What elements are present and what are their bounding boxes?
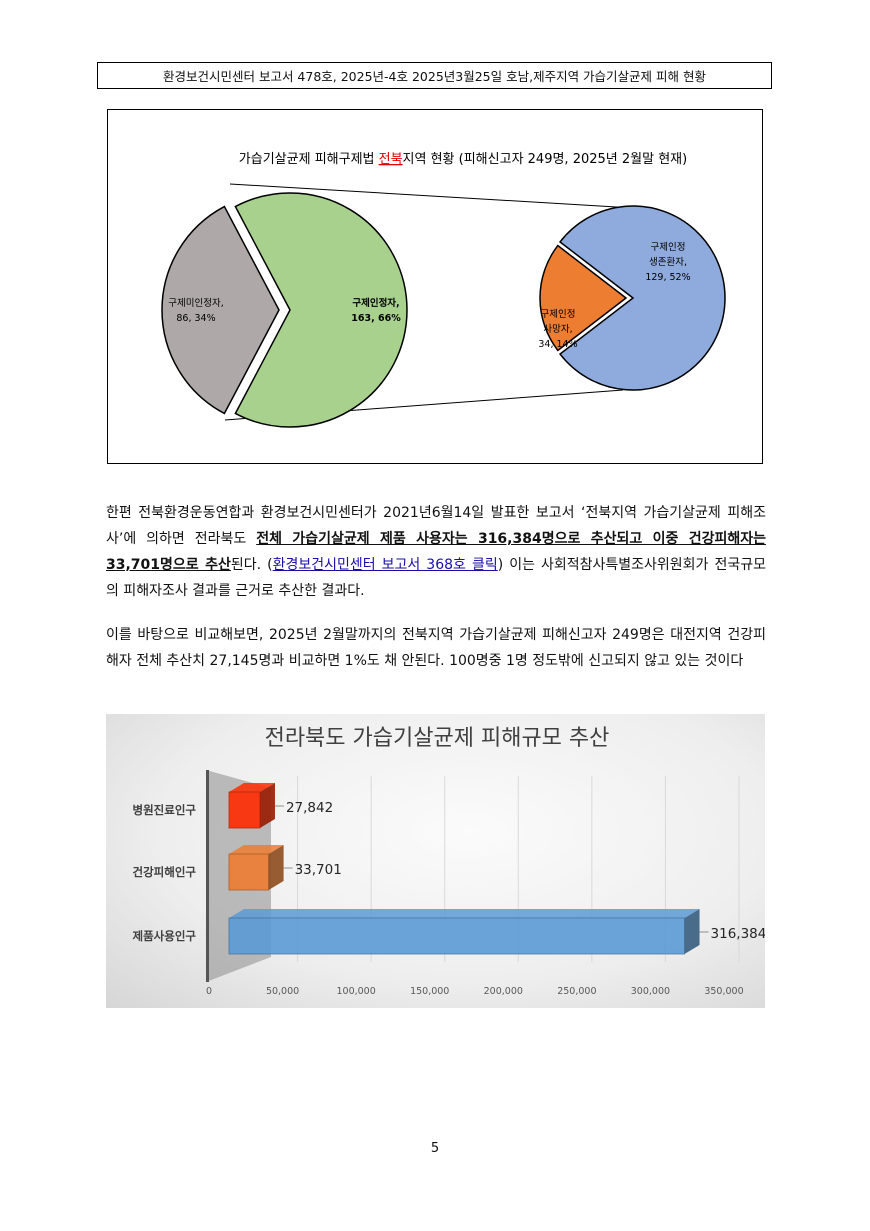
label-survivors: 구제인정 생존환자, 129, 52%	[645, 242, 690, 283]
pie-title-after: 지역 현황 (피해신고자 249명, 2025년 2월말 현재)	[403, 152, 688, 167]
x-tick-label: 100,000	[336, 986, 375, 997]
bar-end-face	[268, 845, 284, 890]
category-label: 병원진료인구	[133, 803, 197, 817]
bar-end-face	[259, 783, 275, 828]
pie-title-before: 가습기살균제 피해구제법	[239, 152, 379, 167]
pie-title-highlight: 전북	[379, 152, 403, 167]
bar-top-face	[229, 845, 284, 854]
paragraph-comparison: 이를 바탕으로 비교해보면, 2025년 2월말까지의 전북지역 가습기살균제 …	[106, 622, 766, 674]
bar-chart: 전라북도 가습기살균제 피해규모 추산 0 50,000 100,000 150,00…	[133, 726, 765, 997]
category-label: 건강피해인구	[133, 865, 197, 879]
bar-front-face	[228, 853, 269, 891]
paragraph1-text-3: ) 이는 사회적참사특별조사위원회가 전국규모의 피해자조사 결과를 근거로 추…	[106, 557, 766, 599]
pie-connector-top	[229, 183, 634, 209]
pie-slice-not-recognized	[161, 205, 280, 415]
x-tick-label: 150,000	[410, 986, 449, 997]
pie-chart-frame: 가습기살균제 피해구제법 전북지역 현황 (피해신고자 249명, 2025년 …	[107, 109, 763, 464]
x-tick-label: 250,000	[557, 986, 596, 997]
paragraph1-text-2: 된다. (	[230, 557, 273, 573]
subpie-slice-survivors	[559, 205, 726, 391]
bar-front-face	[228, 791, 261, 829]
pie-chart-title: 가습기살균제 피해구제법 전북지역 현황 (피해신고자 249명, 2025년 …	[239, 152, 687, 167]
subpie-slice-deceased	[539, 244, 628, 352]
label-not-recognized: 구제미인정자, 86, 34%	[168, 298, 223, 324]
bar-top-face	[229, 783, 275, 792]
pie-of-pie-chart: 가습기살균제 피해구제법 전북지역 현황 (피해신고자 249명, 2025년 …	[161, 152, 726, 428]
bar-front-face	[228, 917, 685, 955]
label-deceased: 구제인정 사망자, 34, 14%	[538, 309, 577, 350]
report-368-link[interactable]: 환경보건시민센터 보고서 368호 클릭	[272, 557, 498, 573]
x-tick-label: 50,000	[266, 986, 299, 997]
label-relief-recognized: 구제인정자, 163, 66%	[351, 297, 401, 324]
bar-chart-frame: 전라북도 가습기살균제 피해규모 추산 0 50,000 100,000 150,00…	[106, 714, 765, 1008]
bar-end-face	[684, 909, 700, 954]
bar-value-label: 316,384	[711, 926, 765, 942]
page-number: 5	[430, 1141, 440, 1156]
paragraph1-bold-estimate: 전체 가습기살균제 제품 사용자는 316,384명으로 추산되고 이중 건강피…	[106, 531, 766, 573]
x-tick-label: 350,000	[704, 986, 743, 997]
bar-top-face	[229, 909, 700, 918]
pie-slice-relief-recognized	[234, 192, 408, 428]
paragraph2-text: 이를 바탕으로 비교해보면, 2025년 2월말까지의 전북지역 가습기살균제 …	[106, 627, 766, 669]
paragraph-report-summary: 한편 전북환경운동연합과 환경보건시민센터가 2021년6월14일 발표한 보고…	[106, 500, 766, 604]
bar-value-label: 27,842	[286, 800, 333, 816]
paragraph1-text-1: 한편 전북환경운동연합과 환경보건시민센터가 2021년6월14일 발표한 보고…	[106, 505, 766, 547]
report-header: 환경보건시민센터 보고서 478호, 2025년-4호 2025년3월25일 호…	[97, 62, 772, 89]
report-header-text: 환경보건시민센터 보고서 478호, 2025년-4호 2025년3월25일 호…	[162, 69, 707, 84]
chart-axis-wall	[206, 770, 209, 982]
bar-chart-title: 전라북도 가습기살균제 피해규모 추산	[265, 726, 610, 751]
category-label: 제품사용인구	[133, 929, 197, 943]
x-tick-label: 300,000	[631, 986, 670, 997]
bar-value-label: 33,701	[295, 862, 342, 878]
x-tick-label: 0	[206, 986, 212, 997]
x-tick-label: 200,000	[484, 986, 523, 997]
